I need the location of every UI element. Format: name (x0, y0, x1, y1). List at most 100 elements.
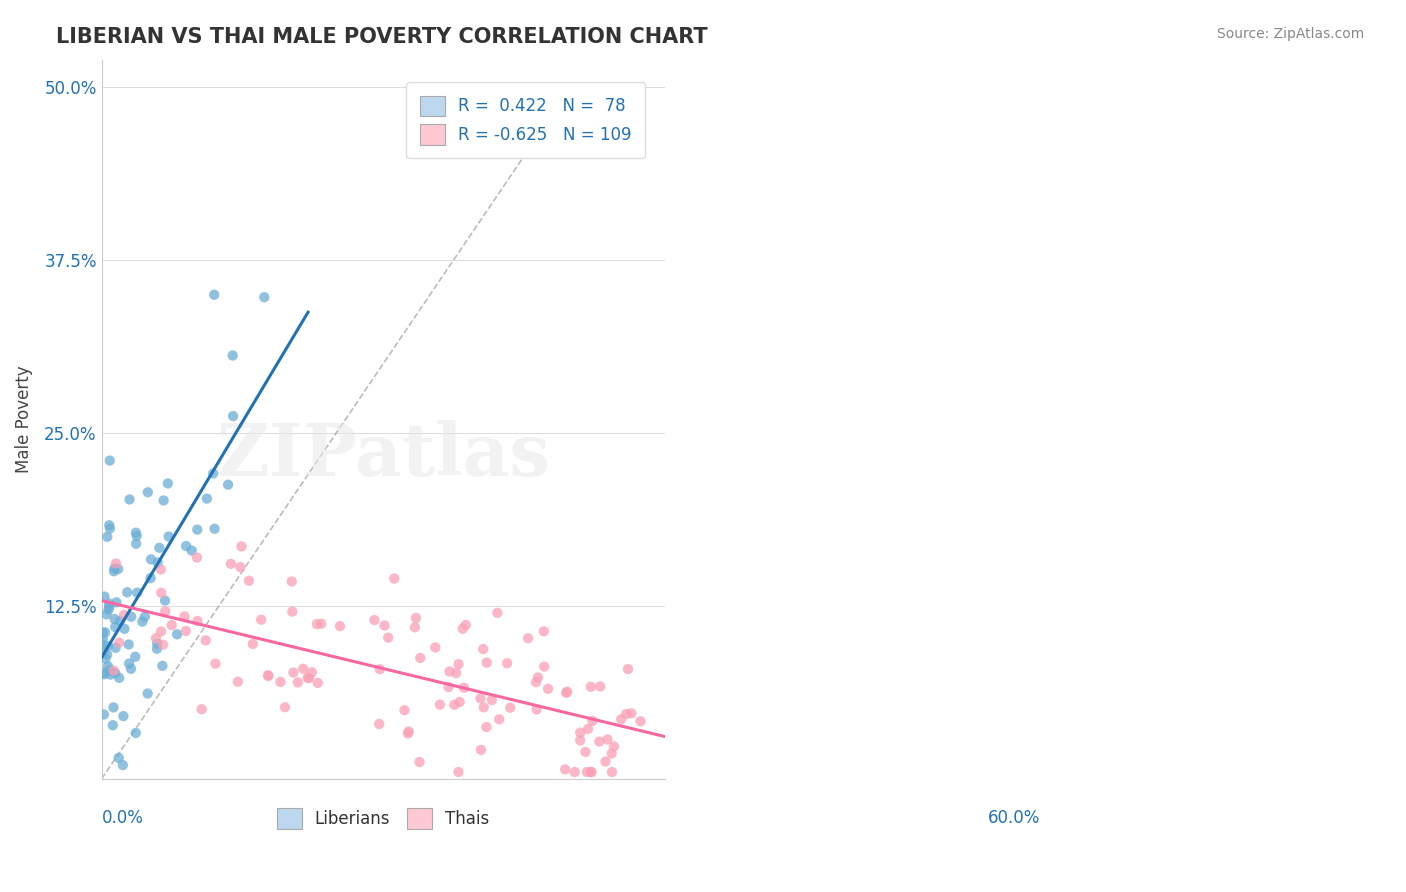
Point (620, 706, 643, 721)
Point (524, 675, 547, 690)
Point (231, 540, 253, 554)
Point (398, 724, 420, 739)
Point (595, 755, 617, 769)
Point (496, 657, 519, 671)
Text: 60.0%: 60.0% (987, 809, 1040, 827)
Point (174, 539, 197, 553)
Point (139, 552, 162, 566)
Point (120, 609, 142, 624)
Text: Source: ZipAtlas.com: Source: ZipAtlas.com (1216, 27, 1364, 41)
Point (134, 609, 156, 624)
Point (449, 695, 471, 709)
Point (160, 618, 183, 632)
Point (527, 670, 550, 684)
Point (186, 550, 208, 565)
Point (98, 663, 121, 677)
Point (554, 763, 576, 777)
Point (257, 669, 280, 683)
Point (472, 700, 495, 714)
Point (117, 585, 139, 599)
Point (111, 758, 134, 772)
Point (588, 734, 610, 748)
Point (373, 618, 395, 632)
Point (222, 409, 245, 423)
Point (91, 637, 114, 651)
Point (443, 698, 465, 712)
Point (309, 616, 332, 631)
Point (103, 561, 125, 575)
Point (190, 702, 212, 716)
Point (108, 614, 131, 628)
Point (382, 572, 405, 586)
Point (404, 620, 426, 634)
Point (155, 604, 177, 618)
Point (488, 712, 510, 726)
Point (250, 613, 273, 627)
Point (555, 686, 578, 700)
Point (91, 645, 114, 659)
Point (581, 764, 603, 779)
Point (574, 745, 596, 759)
Point (475, 720, 498, 734)
Point (405, 611, 427, 625)
Point (136, 686, 159, 700)
Point (581, 714, 603, 728)
Point (555, 685, 578, 699)
Point (292, 662, 315, 676)
Point (368, 662, 391, 676)
Legend: Liberians, Thais: Liberians, Thais (270, 802, 496, 835)
Point (307, 676, 329, 690)
Point (447, 657, 470, 672)
Y-axis label: Male Poverty: Male Poverty (15, 366, 32, 473)
Point (600, 747, 623, 761)
Point (152, 493, 174, 508)
Point (118, 657, 141, 671)
Point (112, 709, 135, 723)
Point (101, 718, 124, 732)
Point (120, 662, 142, 676)
Point (533, 659, 555, 673)
Point (470, 691, 492, 706)
Point (108, 635, 131, 649)
Point (219, 557, 242, 571)
Point (202, 467, 225, 481)
Point (614, 706, 637, 721)
Point (91, 625, 114, 640)
Point (91, 632, 114, 646)
Point (98, 518, 121, 533)
Point (204, 657, 226, 671)
Point (96, 530, 118, 544)
Point (98, 453, 121, 467)
Point (145, 631, 167, 645)
Point (221, 349, 243, 363)
Point (451, 622, 474, 636)
Point (127, 585, 149, 599)
Point (94, 651, 117, 665)
Point (217, 477, 239, 491)
Point (630, 714, 652, 729)
Point (125, 525, 148, 540)
Point (97, 659, 120, 673)
Point (93, 590, 115, 604)
Point (118, 638, 141, 652)
Point (107, 562, 129, 576)
Point (152, 658, 174, 673)
Point (297, 671, 319, 685)
Point (146, 637, 169, 651)
Point (269, 675, 291, 690)
Point (153, 593, 176, 607)
Point (97, 639, 120, 653)
Point (579, 764, 602, 779)
Point (274, 700, 297, 714)
Point (447, 764, 470, 779)
Point (98, 599, 121, 614)
Point (150, 586, 173, 600)
Point (229, 560, 252, 574)
Point (195, 491, 218, 506)
Point (166, 627, 188, 641)
Point (253, 290, 276, 304)
Point (425, 640, 447, 655)
Point (564, 764, 586, 779)
Point (174, 624, 197, 638)
Point (186, 614, 208, 628)
